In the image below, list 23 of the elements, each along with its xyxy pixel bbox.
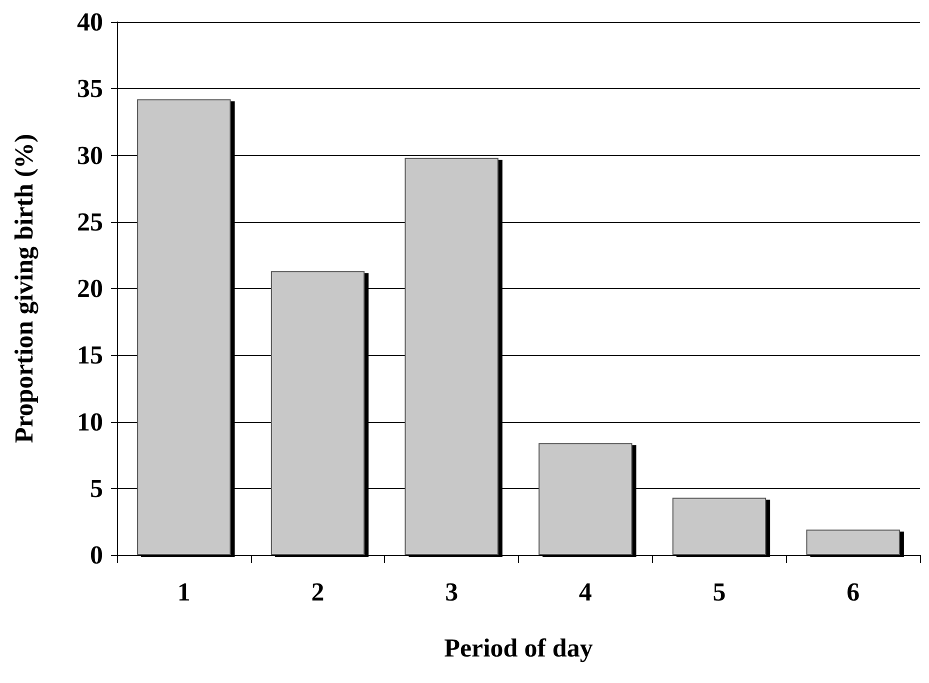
x-tick-label: 3 [445,578,458,606]
y-tick-label: 20 [77,274,103,303]
y-tick-label: 0 [90,540,103,570]
x-axis-title: Period of day [444,634,593,662]
bar [137,99,231,555]
bar [538,443,632,555]
y-tick-label: 15 [77,340,103,370]
y-tick-label: 35 [77,74,103,104]
y-tick-label: 10 [77,407,103,436]
y-tick-label: 5 [90,474,103,503]
x-tick-label: 6 [846,578,860,606]
bar [404,158,498,555]
x-tick-label: 5 [712,578,726,606]
y-axis-title: Proportion giving birth (%) [10,134,38,444]
y-tick-label: 25 [77,207,103,236]
x-tick-label: 2 [311,578,324,606]
bar [806,530,900,555]
bar [672,498,766,555]
y-tick-label: 40 [77,8,103,36]
x-tick-label: 1 [177,578,190,606]
y-tick-label: 30 [77,140,103,170]
bar [270,271,365,555]
x-tick-label: 4 [578,578,592,606]
